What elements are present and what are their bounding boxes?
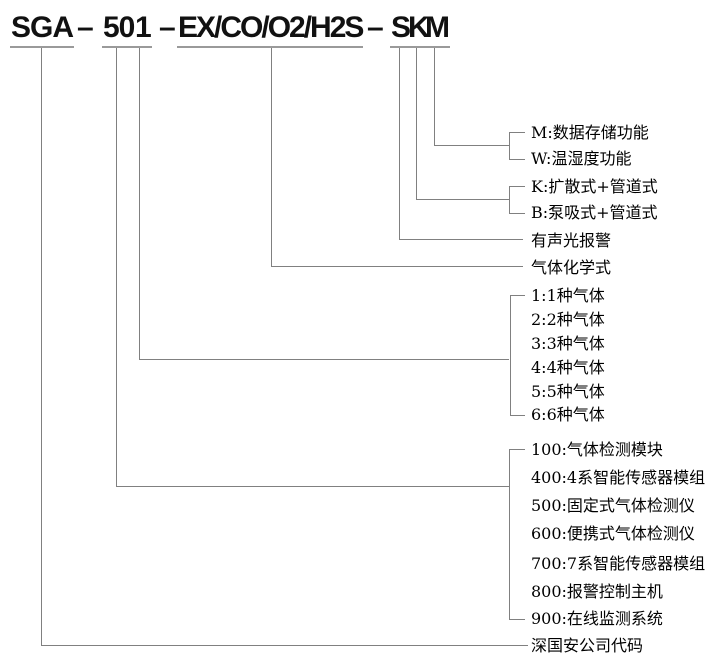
bracket-series-stub-top bbox=[509, 449, 525, 450]
code-alarm-flag: S bbox=[390, 12, 411, 48]
legend-sampling-option-b: B:泵吸式+管道式 bbox=[531, 203, 658, 222]
connector-alarm-vertical bbox=[399, 48, 400, 239]
legend-series-900: 900:在线监测系统 bbox=[531, 609, 663, 628]
legend-series-600: 600:便携式气体检测仪 bbox=[531, 524, 695, 543]
bracket-feature-vertical bbox=[509, 132, 510, 159]
legend-series-500: 500:固定式气体检测仪 bbox=[531, 496, 695, 515]
legend-gas-count-6: 6:6种气体 bbox=[531, 405, 605, 424]
bracket-series-vertical bbox=[509, 449, 510, 619]
bracket-sampling-stub-top bbox=[509, 186, 525, 187]
legend-gas-count-5: 5:5种气体 bbox=[531, 382, 605, 401]
legend-feature-option-m: M:数据存储功能 bbox=[531, 123, 649, 142]
connector-series-vertical bbox=[116, 48, 117, 486]
connector-series-horizontal bbox=[116, 486, 509, 487]
connector-sampling-vertical bbox=[416, 48, 417, 199]
legend-company-label: 深国安公司代码 bbox=[531, 636, 644, 655]
legend-gas-count-3: 3:3种气体 bbox=[531, 334, 605, 353]
legend-series-100: 100:气体检测模块 bbox=[531, 440, 663, 459]
connector-gas-count-vertical bbox=[139, 48, 140, 359]
legend-gas-count-4: 4:4种气体 bbox=[531, 358, 605, 377]
connector-company-horizontal bbox=[41, 645, 528, 646]
legend-series-400: 400:4系智能传感器模组 bbox=[531, 468, 706, 487]
code-separator-3: – bbox=[367, 11, 384, 44]
legend-gas-formula-label: 气体化学式 bbox=[531, 258, 612, 277]
code-series: 50 bbox=[102, 12, 135, 48]
bracket-sampling-stub-bottom bbox=[509, 213, 525, 214]
legend-gas-count-2: 2:2种气体 bbox=[531, 310, 605, 329]
bracket-gas-count-stub-top bbox=[510, 295, 525, 296]
bracket-gas-count-stub-bottom bbox=[510, 415, 525, 416]
connector-gas-count-horizontal bbox=[139, 359, 509, 360]
legend-gas-count-1: 1:1种气体 bbox=[531, 286, 605, 305]
legend-series-700: 700:7系智能传感器模组 bbox=[531, 554, 706, 573]
code-gas-formulas: EX/CO/O2/H2S bbox=[177, 12, 364, 48]
connector-sampling-horizontal bbox=[416, 199, 509, 200]
legend-sampling-option-k: K:扩散式+管道式 bbox=[531, 177, 658, 196]
code-gas-count: 1 bbox=[134, 12, 152, 48]
bracket-feature-stub-bottom bbox=[509, 159, 525, 160]
connector-gas-formula-horizontal bbox=[271, 266, 523, 267]
connector-gas-formula-vertical bbox=[271, 48, 272, 266]
code-separator-2: – bbox=[159, 11, 176, 44]
connector-company-vertical bbox=[41, 48, 42, 645]
code-sampling-flag: K bbox=[407, 12, 430, 48]
legend-alarm-label: 有声光报警 bbox=[531, 231, 612, 250]
code-company: SGA bbox=[10, 12, 74, 48]
bracket-feature-stub-top bbox=[509, 132, 525, 133]
bracket-series-stub-bottom bbox=[509, 619, 525, 620]
legend-feature-option-w: W:温湿度功能 bbox=[531, 149, 632, 168]
code-feature-flag: M bbox=[424, 12, 450, 48]
legend-series-800: 800:报警控制主机 bbox=[531, 582, 663, 601]
connector-feature-horizontal bbox=[434, 145, 509, 146]
code-separator-1: – bbox=[77, 11, 94, 44]
connector-feature-vertical bbox=[434, 48, 435, 145]
bracket-sampling-vertical bbox=[509, 186, 510, 213]
connector-alarm-horizontal bbox=[399, 239, 523, 240]
bracket-gas-count-vertical bbox=[510, 295, 511, 415]
